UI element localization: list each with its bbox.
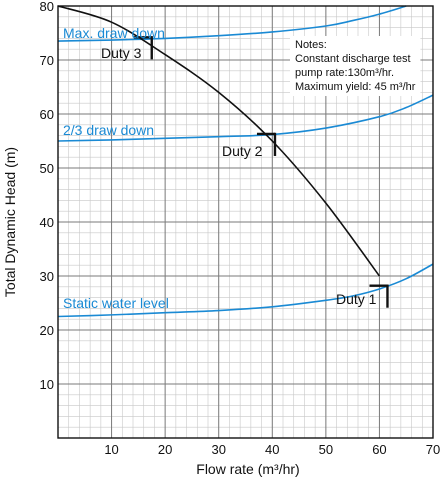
max-draw-down-curve <box>57 5 407 42</box>
x-tick-label: 50 <box>319 442 333 457</box>
x-tick-label: 70 <box>426 442 440 457</box>
y-tick-label: 40 <box>40 215 54 230</box>
x-tick-label: 60 <box>372 442 386 457</box>
duty-label-2: Duty 2 <box>222 143 263 159</box>
static-water-level-curve <box>57 263 434 318</box>
notes-background <box>290 36 421 96</box>
x-tick-label: 20 <box>158 442 172 457</box>
series-label-static-water-level: Static water level <box>63 295 169 311</box>
notes-line-2: Constant discharge test <box>295 53 411 65</box>
y-tick-label: 20 <box>40 323 54 338</box>
notes-line-4: Maximum yield: 45 m³/hr <box>295 81 416 93</box>
x-tick-label: 10 <box>104 442 118 457</box>
y-tick-label: 70 <box>40 53 54 68</box>
y-tick-label: 50 <box>40 161 54 176</box>
y-tick-labels: 10 20 30 40 50 60 70 80 <box>40 0 54 392</box>
y-tick-label: 10 <box>40 377 54 392</box>
duty-label-1: Duty 1 <box>336 291 377 307</box>
y-tick-label: 30 <box>40 269 54 284</box>
notes-line-1: Notes: <box>295 39 327 51</box>
duty-label-3: Duty 3 <box>101 45 142 61</box>
y-tick-label: 60 <box>40 107 54 122</box>
series-label-max-draw-down: Max. draw down <box>63 25 165 41</box>
notes-box: Notes: Constant discharge test pump rate… <box>290 36 421 96</box>
x-tick-label: 30 <box>211 442 225 457</box>
x-tick-label: 40 <box>265 442 279 457</box>
notes-line-3: pump rate:130m³/hr. <box>295 67 394 79</box>
duty-points <box>133 36 389 308</box>
x-tick-labels: 10 20 30 40 50 60 70 <box>104 442 440 457</box>
y-axis-title: Total Dynamic Head (m) <box>2 147 18 297</box>
series-label-two-thirds-draw-down: 2/3 draw down <box>63 122 154 138</box>
pump-curve <box>57 5 381 277</box>
y-tick-label: 80 <box>40 0 54 14</box>
plot-frame <box>57 5 434 439</box>
x-axis-title: Flow rate (m³/hr) <box>196 461 299 477</box>
